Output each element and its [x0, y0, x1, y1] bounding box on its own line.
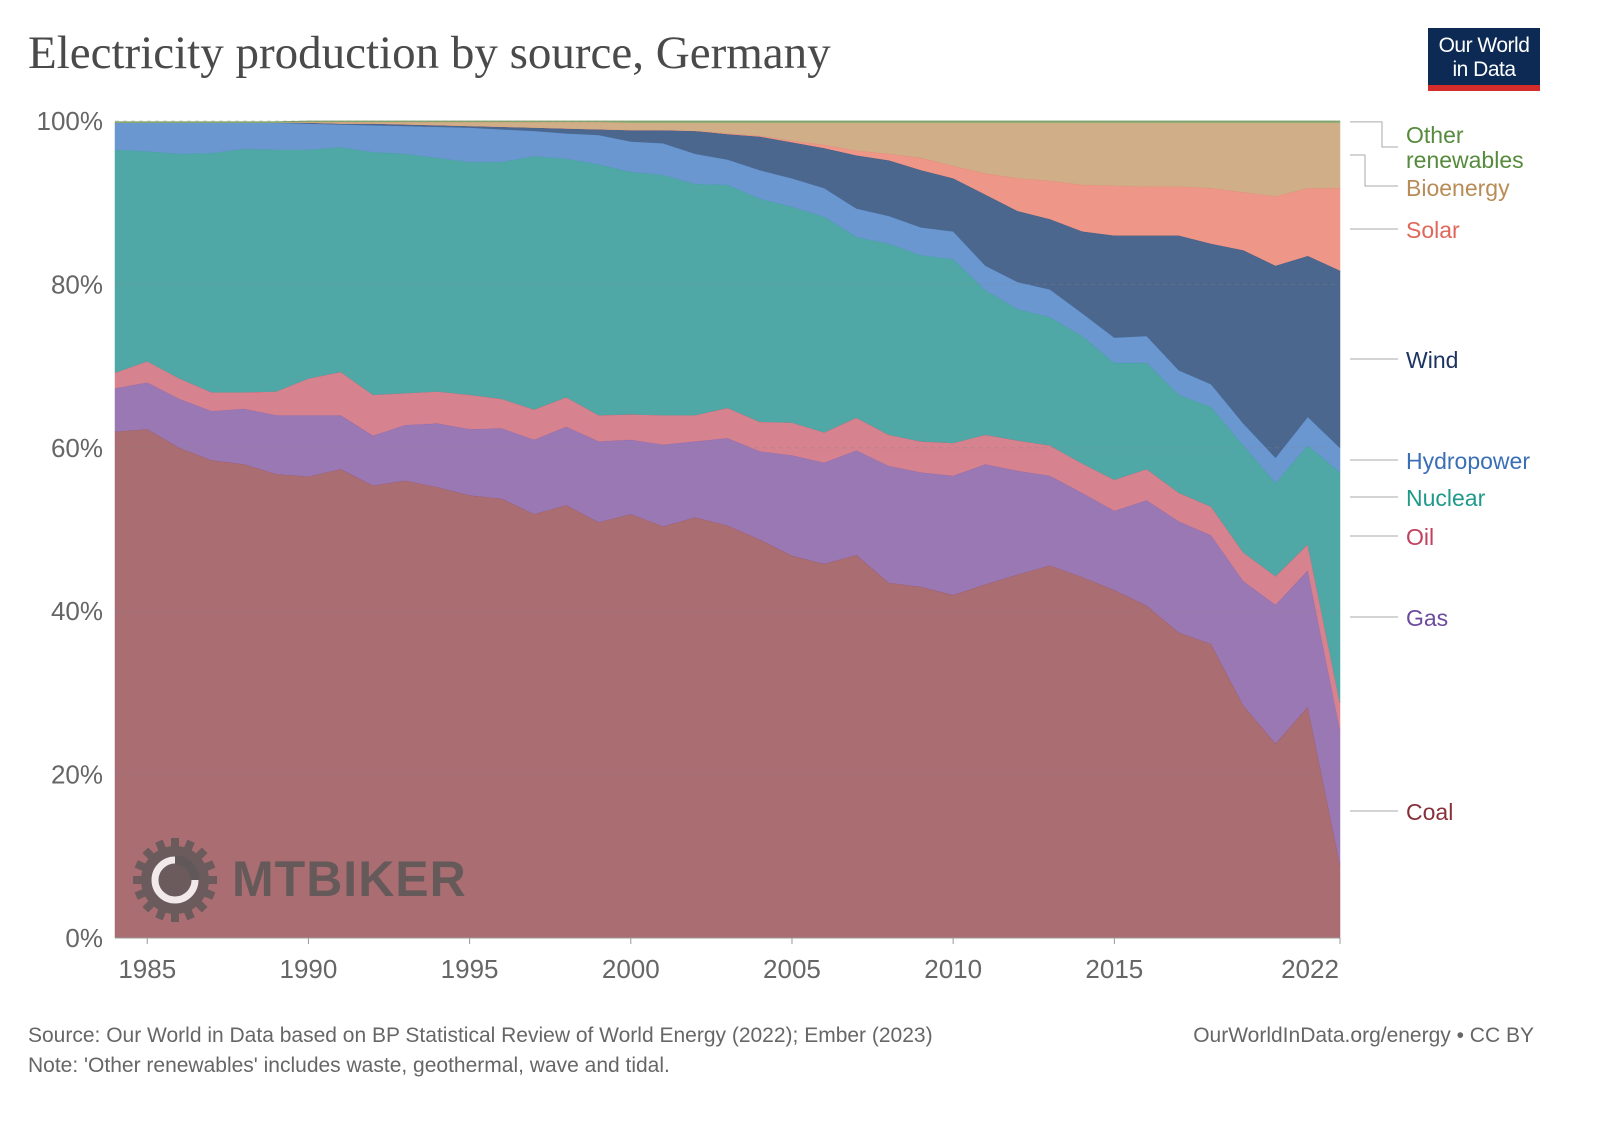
x-tick-label: 2000: [602, 954, 660, 984]
y-tick-label: 40%: [51, 596, 103, 626]
y-tick-label: 20%: [51, 760, 103, 790]
legend-gas[interactable]: Gas: [1406, 605, 1448, 631]
legend-wind[interactable]: Wind: [1406, 347, 1458, 373]
x-tick-label: 1990: [279, 954, 337, 984]
y-tick-label: 80%: [51, 269, 103, 299]
x-tick-label: 1985: [118, 954, 176, 984]
y-tick-label: 100%: [37, 106, 104, 136]
x-tick-label: 2022: [1281, 954, 1339, 984]
license-link[interactable]: OurWorldInData.org/energy • CC BY: [1193, 1024, 1534, 1047]
legend-other-renewables[interactable]: Other renewables: [1406, 122, 1524, 173]
legend-other-renewables-connector: [1350, 121, 1398, 148]
legend-nuclear[interactable]: Nuclear: [1406, 485, 1486, 511]
legend-coal[interactable]: Coal: [1406, 799, 1453, 825]
legend-hydropower[interactable]: Hydropower: [1406, 448, 1530, 474]
chart-title: Electricity production by source, German…: [28, 27, 831, 79]
legend-oil[interactable]: Oil: [1406, 524, 1434, 550]
legend-bioenergy[interactable]: Bioenergy: [1406, 175, 1510, 201]
y-tick-label: 60%: [51, 433, 103, 463]
series-line-other-renewables: [115, 120, 1340, 123]
logo-line-1: Our World: [1438, 34, 1530, 57]
legend-bioenergy-connector: [1350, 154, 1398, 187]
gear-watermark-icon: [133, 838, 217, 922]
x-tick-label: 2015: [1085, 954, 1143, 984]
x-tick-label: 2005: [763, 954, 821, 984]
x-tick-label: 2010: [924, 954, 982, 984]
source-note: Source: Our World in Data based on BP St…: [28, 1024, 933, 1047]
footnote: Note: 'Other renewables' includes waste,…: [28, 1054, 670, 1077]
legend-solar[interactable]: Solar: [1406, 217, 1460, 243]
y-tick-label: 0%: [65, 923, 103, 953]
logo-line-2: in Data: [1452, 58, 1516, 81]
owid-logo[interactable]: Our World in Data: [1428, 28, 1540, 91]
x-tick-label: 1995: [441, 954, 499, 984]
watermark-text: MTBIKER: [232, 851, 467, 907]
